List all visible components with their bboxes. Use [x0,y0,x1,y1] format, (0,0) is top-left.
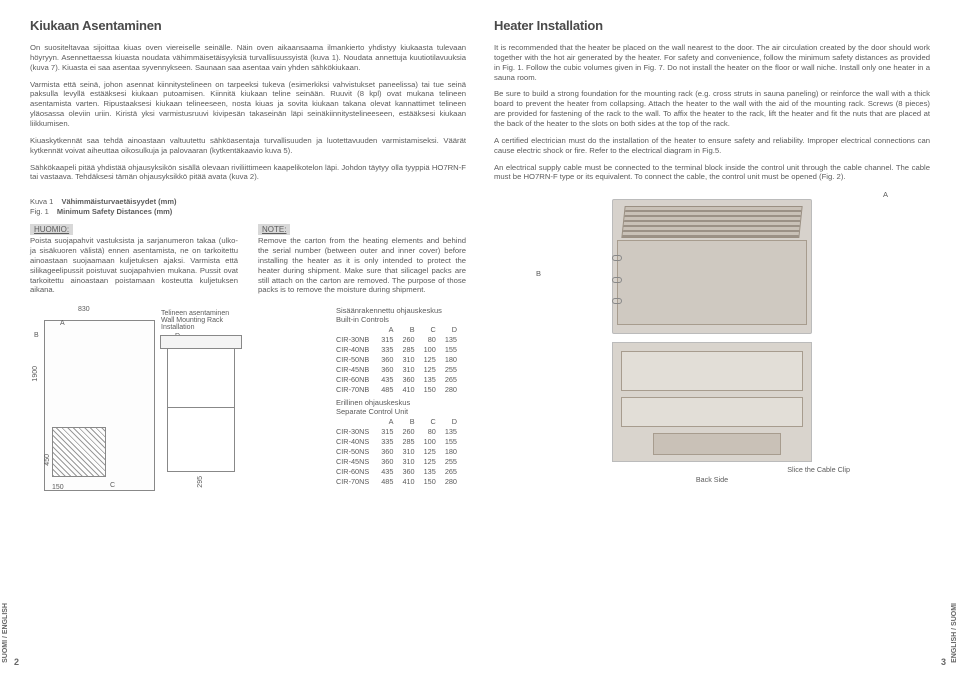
page-right: 3 [941,657,946,667]
fig1-label: Kuva 1 Vähimmäisturvaetäisyydet (mm) Fig… [30,197,466,216]
left-p4: Sähkökaapeli pitää yhdistää ohjausyksikö… [30,163,466,183]
heater-dim-b: B [536,269,541,278]
right-column: Heater Installation It is recommended th… [494,18,930,661]
right-p2: Be sure to build a strong foundation for… [494,89,930,128]
right-p1: It is recommended that the heater be pla… [494,43,930,82]
kuva1: Kuva 1 [30,197,53,206]
table-separate: ABCD CIR-30NS31526080135 CIR-40NS3352851… [336,416,466,486]
backside-caption: Back Side [494,475,930,484]
heater-dim-a: A [883,190,888,199]
huomio-body: Poista suojapahvit vastuksista ja sarjan… [30,236,238,295]
diagram-zone: 830 A 1900 B 450 150 C Telineen asentami… [30,306,466,491]
right-p3: A certified electrician must do the inst… [494,136,930,156]
tables-block: Sisäänrakennettu ohjauskeskus Built-in C… [246,306,466,491]
rack-diagram: Telineen asentaminen Wall Mounting Rack … [161,306,240,491]
table-builtin: ABCD CIR-30NB31526080135 CIR-40NB3352851… [336,324,466,394]
right-p4: An electrical supply cable must be conne… [494,163,930,183]
huomio-head: HUOMIO: [30,224,73,235]
left-column: Kiukaan Asentaminen On suositeltavaa sij… [30,18,466,661]
fig1: Fig. 1 [30,207,49,216]
slice-caption: Slice the Cable Clip [494,465,930,474]
note-head: NOTE: [258,224,290,235]
heater-front-image [612,199,812,334]
page-left: 2 [14,657,19,667]
left-title: Kiukaan Asentaminen [30,18,466,33]
note-body: Remove the carton from the heating eleme… [258,236,466,295]
right-title: Heater Installation [494,18,930,33]
left-p1: On suositeltavaa sijoittaa kiuas oven vi… [30,43,466,73]
left-p2: Varmista että seinä, johon asennat kiinn… [30,80,466,129]
margin-left-text: SUOMI / ENGLISH [2,603,9,663]
margin-right-text: ENGLISH / SUOMI [951,603,958,663]
heater-back-image [612,342,812,462]
left-p3: Kiuaskytkennät saa tehdä ainoastaan valt… [30,136,466,156]
wall-diagram: 830 A 1900 B 450 150 C [30,306,155,491]
